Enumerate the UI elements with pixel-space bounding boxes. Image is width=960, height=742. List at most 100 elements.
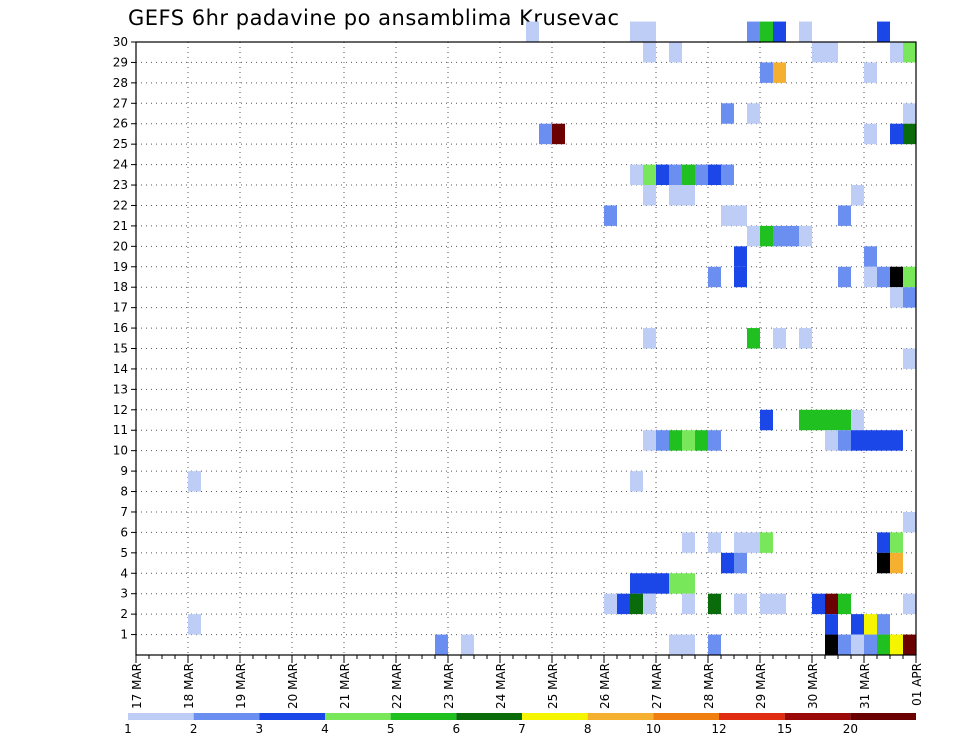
heatmap-cell [539,123,552,145]
heatmap-cell [630,471,643,492]
heatmap-cell [669,185,682,206]
heatmap-cell [695,430,708,451]
heatmap-cell [851,185,864,206]
heatmap-cell [461,634,474,655]
heatmap-cell [838,409,851,431]
heatmap-cell [825,614,838,635]
heatmap-cell [903,511,916,533]
heatmap-cell [747,532,760,553]
heatmap-cell [734,266,747,288]
heatmap-cell [903,348,916,369]
heatmap-cell [669,573,682,594]
heatmap-cell [773,21,786,42]
heatmap-cell [760,225,773,247]
heatmap-cell [708,593,721,615]
legend-label: 10 [646,722,661,736]
heatmap-cell [708,164,721,186]
y-tick-label: 20 [113,239,128,253]
y-tick-label: 27 [113,96,128,110]
heatmap-cell [799,225,812,247]
legend-swatch [128,713,194,720]
heatmap-cell [903,593,916,615]
heatmap-cell [682,573,695,594]
heatmap-cell [877,634,890,655]
legend-label: 15 [777,722,792,736]
legend-swatch [653,713,719,720]
heatmap-cell [773,593,786,615]
heatmap-cell [721,164,734,186]
heatmap-cell [890,287,903,308]
y-tick-label: 10 [113,444,128,458]
legend-label: 5 [387,722,395,736]
y-tick-label: 3 [120,587,128,601]
heatmap-cell [643,42,656,63]
heatmap-cell [812,409,825,431]
legend-label: 2 [190,722,198,736]
y-tick-label: 25 [113,137,128,151]
heatmap-cell [760,593,773,615]
y-tick-label: 4 [120,566,128,580]
x-tick-label: 27 MAR [650,663,664,709]
legend-label: 3 [256,722,264,736]
heatmap-cell [864,634,877,655]
heatmap-cell [773,328,786,349]
heatmap-cell [760,409,773,431]
heatmap-cell [825,634,838,655]
heatmap-cell [734,246,747,267]
y-tick-label: 19 [113,260,128,274]
heatmap-cell [812,593,825,615]
y-tick-label: 1 [120,628,128,642]
y-tick-label: 14 [113,362,128,376]
heatmap-cell [851,409,864,431]
heatmap-cell [890,266,903,288]
heatmap-cell [721,205,734,226]
heatmap-cell [708,532,721,553]
heatmap-cell [682,593,695,615]
heatmap-cell [851,430,864,451]
y-tick-label: 13 [113,382,128,396]
heatmap-cell [864,614,877,635]
heatmap-cell [656,573,669,594]
heatmap-cell [682,634,695,655]
heatmap-cell [864,266,877,288]
heatmap-cell [903,634,916,655]
y-tick-label: 9 [120,464,128,478]
heatmap-cell [747,328,760,349]
heatmap-cell [773,225,786,247]
heatmap-cell [643,573,656,594]
legend-swatch [259,713,325,720]
heatmap-cell [877,614,890,635]
heatmap-cell [786,225,799,247]
heatmap-cell [695,164,708,186]
heatmap-cell [903,287,916,308]
x-tick-label: 21 MAR [338,663,352,709]
heatmap-cell [838,593,851,615]
heatmap-cell [838,634,851,655]
heatmap-cell [682,185,695,206]
legend-swatch [325,713,391,720]
heatmap-cell [734,593,747,615]
heatmap-cell [825,593,838,615]
heatmap-cell [812,42,825,63]
heatmap-cell [903,266,916,288]
legend-label: 4 [321,722,329,736]
heatmap-cell [773,62,786,83]
y-tick-label: 22 [113,198,128,212]
y-tick-label: 30 [113,35,128,49]
heatmap-cell [864,62,877,83]
heatmap-cell [643,430,656,451]
heatmap-cell [669,430,682,451]
heatmap-cell [656,430,669,451]
heatmap-cell [890,42,903,63]
heatmap-cell [656,164,669,186]
heatmap-cell [877,552,890,574]
heatmap-cell [799,328,812,349]
heatmap-cell [838,266,851,288]
heatmap-cell [669,42,682,63]
legend-label: 12 [711,722,726,736]
heatmap-cell [734,552,747,574]
heatmap-cell [838,205,851,226]
heatmap-cell [721,552,734,574]
heatmap-cell [643,164,656,186]
legend-swatch [193,713,260,720]
